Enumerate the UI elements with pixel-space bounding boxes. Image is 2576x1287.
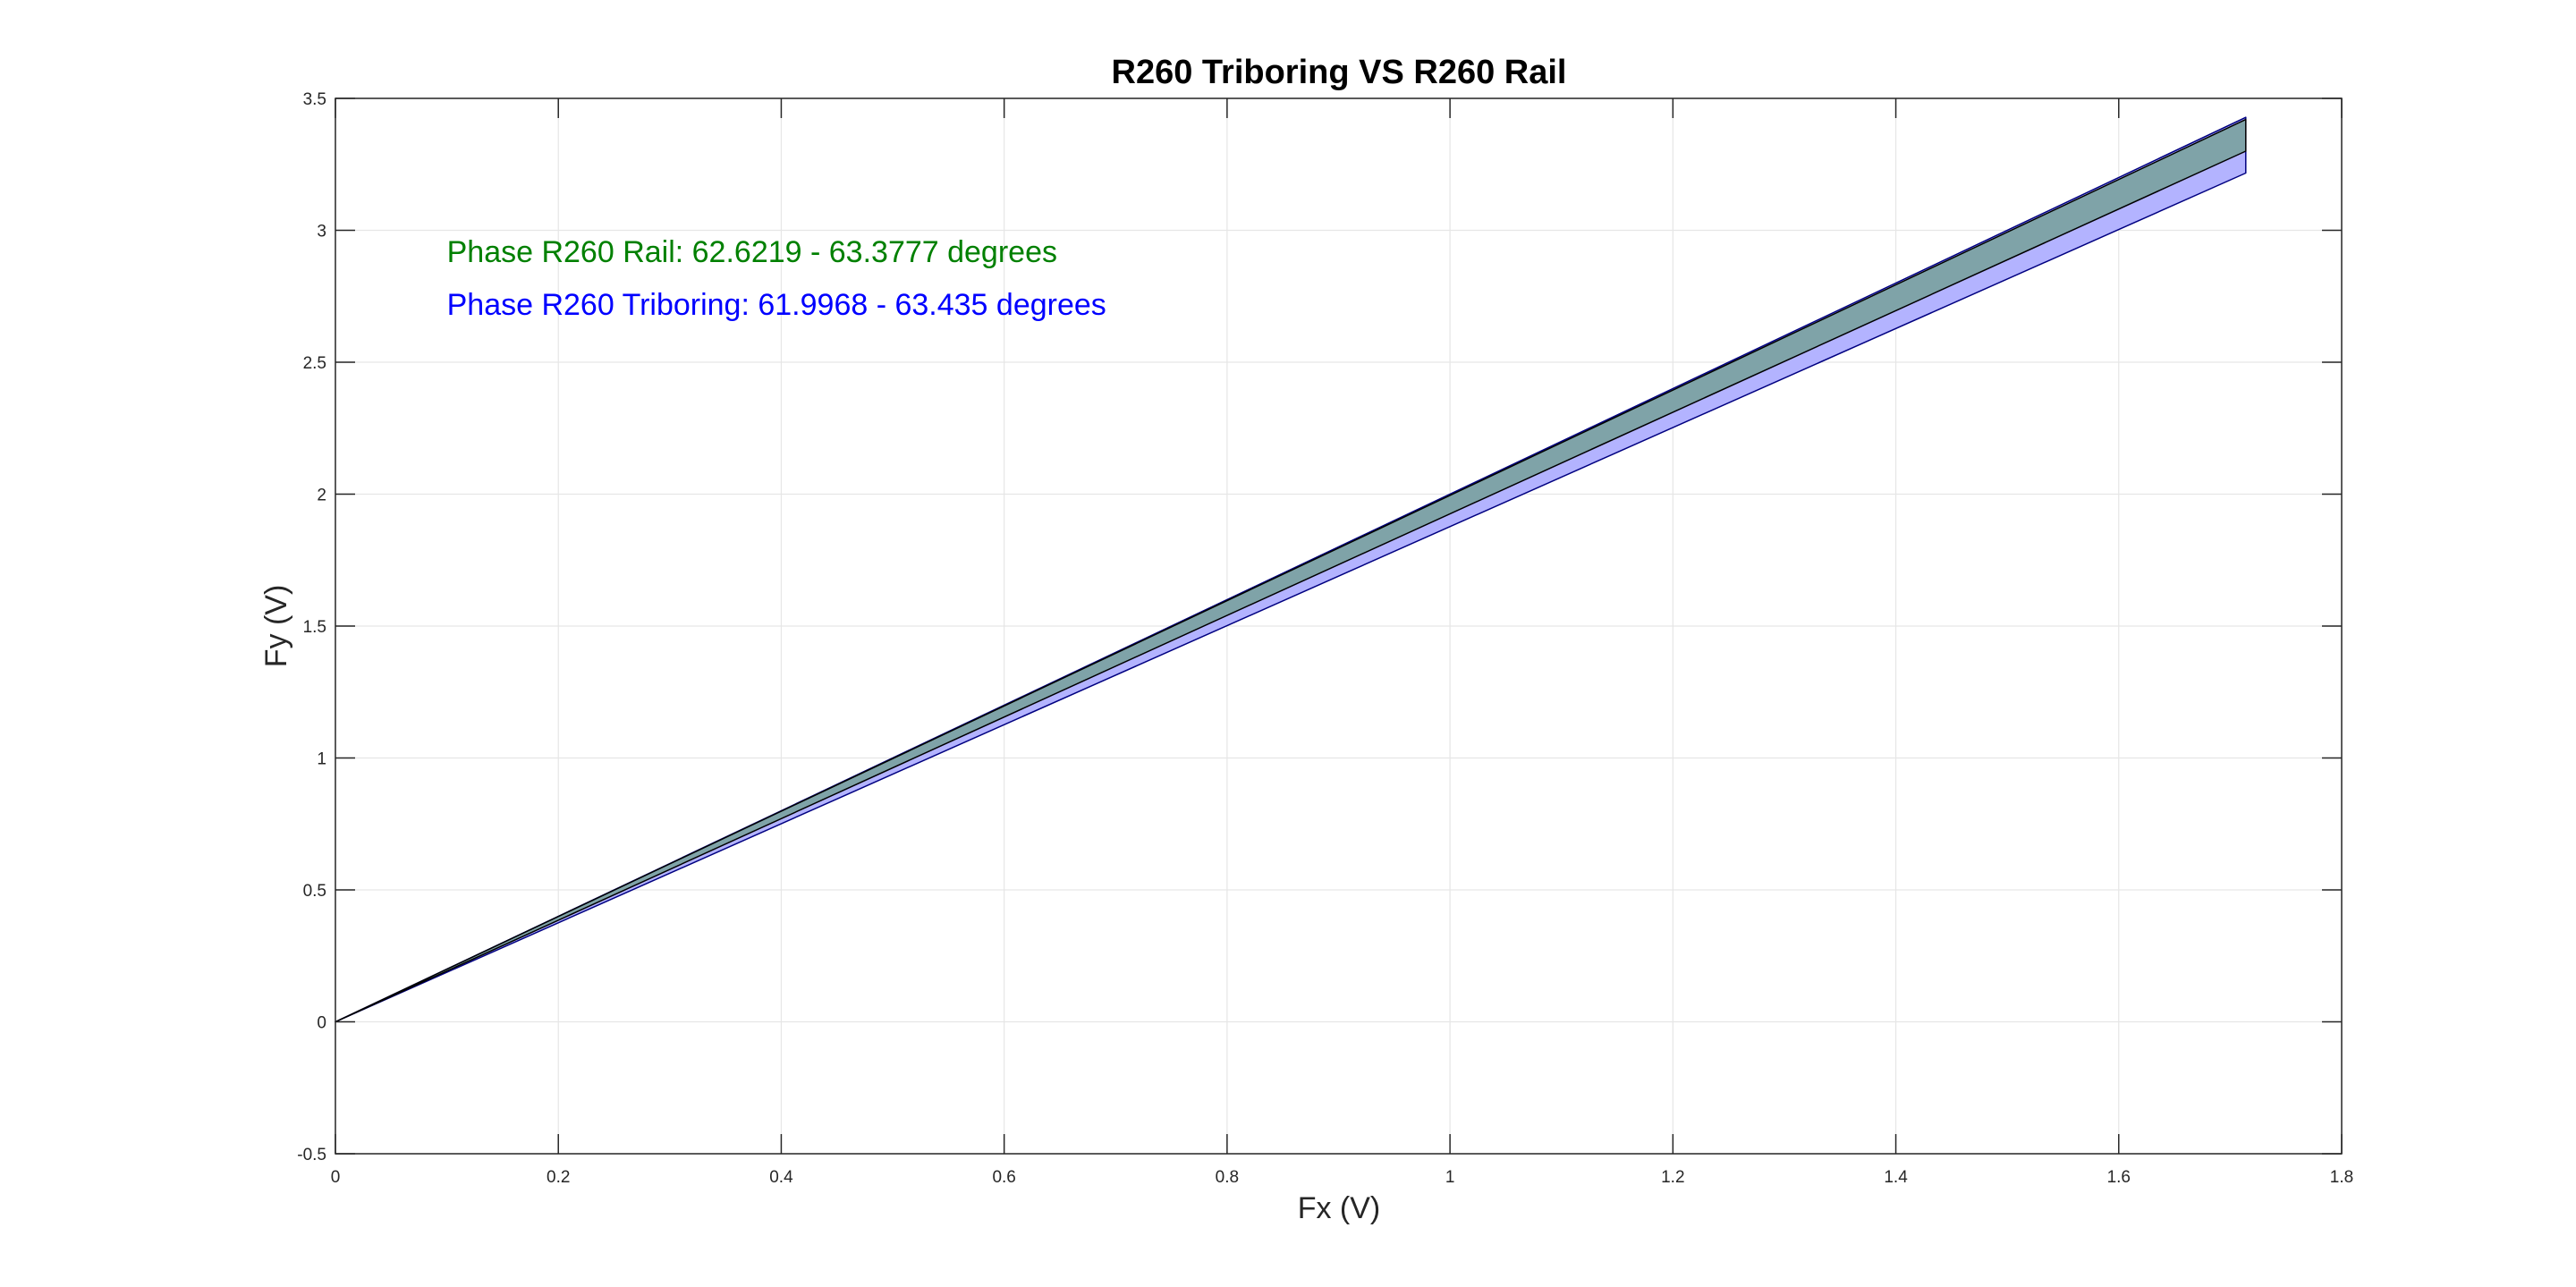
x-tick-label: 0.2 <box>547 1168 570 1187</box>
x-tick-label: 0.4 <box>769 1168 793 1187</box>
y-tick-label: 2.5 <box>303 354 326 373</box>
y-axis-label: Fy (V) <box>259 585 293 668</box>
y-tick-label: 0 <box>317 1014 326 1033</box>
y-tick-label: 1.5 <box>303 618 326 637</box>
series-2-band <box>335 118 2247 1023</box>
annotations: Phase R260 Rail: 62.6219 - 63.3777 degre… <box>447 235 1106 322</box>
y-tick-label: -0.5 <box>297 1146 326 1164</box>
annotation-1: Phase R260 Rail: 62.6219 - 63.3777 degre… <box>447 235 1057 269</box>
y-tick-label: 3.5 <box>303 90 326 109</box>
x-tick-label: 0.8 <box>1216 1168 1239 1187</box>
x-tick-label: 0.6 <box>992 1168 1015 1187</box>
x-tick-label: 1.8 <box>2330 1168 2353 1187</box>
y-tick-labels: -0.5 0 0.5 1 1.5 2 2.5 3 3.5 <box>297 90 326 1164</box>
chart-title: R260 Triboring VS R260 Rail <box>1112 54 1567 91</box>
y-tick-label: 1 <box>317 750 326 769</box>
ticks <box>335 97 2343 1155</box>
annotation-2: Phase R260 Triboring: 61.9968 - 63.435 d… <box>447 288 1106 322</box>
y-tick-label: 3 <box>317 223 326 241</box>
y-tick-label: 0.5 <box>303 882 326 901</box>
x-tick-label: 1.4 <box>1884 1168 1908 1187</box>
x-tick-label: 1 <box>1445 1168 1455 1187</box>
x-tick-label: 1.6 <box>2107 1168 2131 1187</box>
x-axis-label: Fx (V) <box>1298 1191 1381 1225</box>
x-tick-labels: 0 0.2 0.4 0.6 0.8 1 1.2 1.4 1.6 1.8 <box>331 1168 2354 1187</box>
x-tick-label: 1.2 <box>1661 1168 1684 1187</box>
series-layer <box>335 116 2247 1023</box>
x-tick-label: 0 <box>331 1168 341 1187</box>
y-tick-label: 2 <box>317 487 326 505</box>
